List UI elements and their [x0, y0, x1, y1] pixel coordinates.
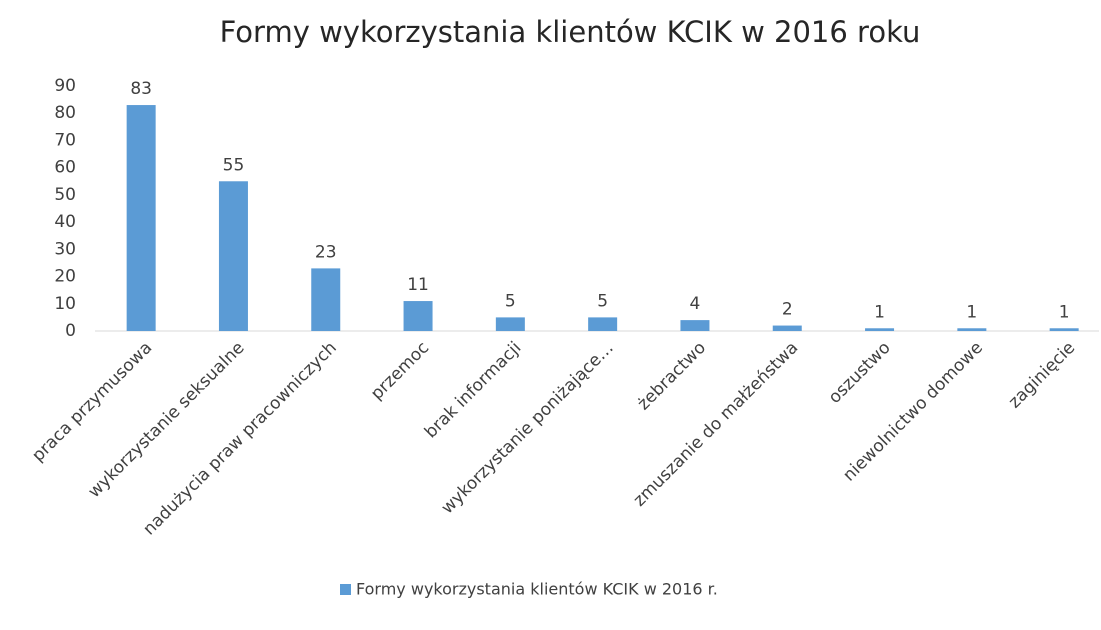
y-tick-label: 50	[54, 185, 76, 205]
y-tick-label: 60	[54, 158, 76, 178]
data-label: 1	[1059, 302, 1070, 322]
y-tick-label: 70	[54, 130, 76, 150]
data-label: 83	[130, 79, 152, 99]
legend-label: Formy wykorzystania klientów KCIK w 2016…	[356, 580, 718, 599]
bar	[588, 317, 618, 331]
data-label: 1	[966, 302, 977, 322]
bar	[403, 301, 433, 331]
y-tick-label: 10	[54, 294, 76, 314]
x-tick-label: nadużycia praw pracowniczych	[139, 338, 340, 539]
data-label: 1	[874, 302, 885, 322]
y-tick-label: 20	[54, 267, 76, 287]
data-label: 11	[407, 275, 429, 295]
chart-title: Formy wykorzystania klientów KCIK w 2016…	[220, 15, 921, 49]
data-label: 23	[315, 242, 337, 262]
bar	[218, 181, 248, 331]
x-tick-label: wykorzystanie poniżające…	[438, 338, 618, 518]
y-tick-label: 80	[54, 103, 76, 123]
x-tick-label: brak informacji	[421, 338, 526, 443]
data-label: 5	[505, 291, 516, 311]
data-label: 2	[782, 300, 793, 320]
bar	[865, 328, 895, 331]
x-tick-label: żebractwo	[634, 338, 710, 414]
x-tick-label: zmuszanie do małżeństwa	[630, 338, 803, 511]
bar	[1049, 328, 1079, 331]
x-tick-label: przemoc	[367, 338, 433, 404]
bar	[772, 325, 802, 331]
y-tick-label: 0	[65, 321, 76, 341]
legend-swatch	[340, 584, 351, 595]
x-tick-label: zaginięcie	[1005, 338, 1079, 412]
data-label: 55	[223, 155, 245, 175]
bar	[311, 268, 341, 331]
y-tick-label: 30	[54, 239, 76, 259]
y-tick-label: 40	[54, 212, 76, 232]
data-label: 5	[597, 291, 608, 311]
bar	[126, 105, 156, 331]
data-label: 4	[690, 294, 701, 314]
bar	[680, 320, 710, 331]
bar	[495, 317, 525, 331]
x-tick-label: wykorzystanie seksualne	[84, 338, 248, 502]
x-tick-label: oszustwo	[825, 338, 895, 408]
bar	[957, 328, 987, 331]
y-tick-label: 90	[54, 76, 76, 96]
